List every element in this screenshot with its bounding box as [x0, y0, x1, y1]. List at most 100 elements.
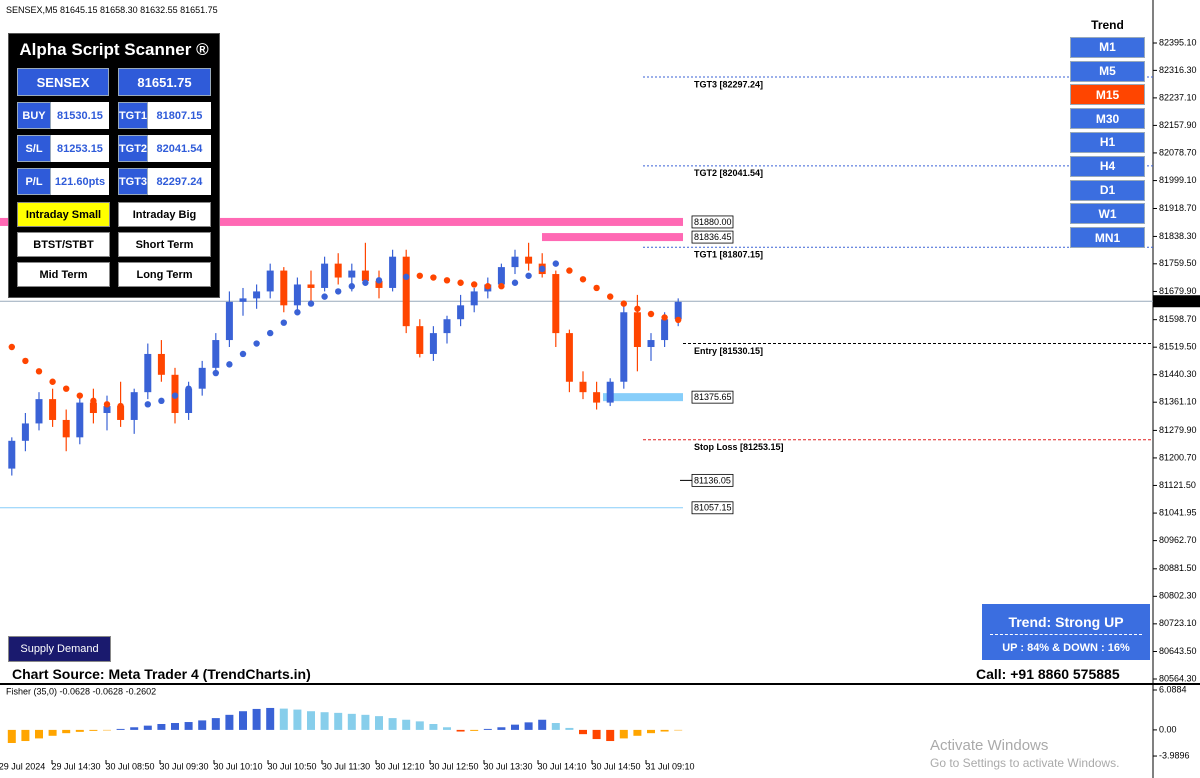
trend-dot	[253, 340, 260, 347]
timeframe-button[interactable]: M5	[1070, 60, 1145, 82]
stop-label: Stop Loss [81253.15]	[694, 442, 784, 452]
trend-title: Trend	[1070, 15, 1145, 34]
candle-body	[416, 326, 424, 354]
trend-dot	[8, 343, 15, 351]
trend-dot	[457, 279, 464, 286]
candle-body	[348, 270, 356, 278]
trend-dot	[579, 276, 587, 283]
fisher-bar	[320, 712, 329, 730]
level-label-box	[691, 390, 734, 404]
candle-body	[239, 298, 247, 302]
candle-body	[21, 423, 29, 441]
fisher-bar	[35, 729, 43, 739]
scanner-button[interactable]: BTST/STBT	[17, 232, 110, 257]
timeframe-button[interactable]: M15	[1070, 84, 1145, 106]
trend-dot	[416, 272, 423, 279]
trend-dot	[403, 273, 410, 281]
scanner-value: 81253.15	[51, 135, 109, 162]
y-tick-label: 0.00	[1159, 724, 1177, 734]
supply-demand-button[interactable]: Supply Demand	[8, 636, 111, 662]
y-tick-label: 80881.50	[1159, 563, 1197, 573]
fisher-bar	[75, 729, 84, 732]
fisher-bar	[470, 729, 479, 731]
trend-dot	[90, 397, 97, 405]
fisher-bar	[497, 727, 506, 730]
timeframe-button[interactable]: H4	[1070, 155, 1145, 177]
fisher-bar	[171, 723, 179, 730]
y-tick-label: 80643.50	[1159, 646, 1197, 656]
fisher-bar	[538, 719, 547, 730]
fisher-bar	[402, 719, 411, 730]
timeframe-button[interactable]: H1	[1070, 131, 1145, 153]
scanner-price: 81651.75	[118, 68, 211, 96]
trend-dot	[348, 283, 355, 290]
scanner-symbol: SENSEX	[17, 68, 109, 96]
candle-body	[552, 274, 560, 334]
candle-body	[103, 406, 111, 414]
trend-box: Trend: Strong UP UP : 84% & DOWN : 16%	[982, 604, 1150, 660]
trend-dot	[566, 267, 573, 274]
fisher-bar	[279, 708, 288, 730]
trend-dot	[525, 272, 532, 279]
trend-dot	[593, 284, 600, 292]
candle-body	[457, 305, 465, 320]
current-price-label: 81651.75	[1156, 296, 1194, 306]
trend-dot	[484, 283, 491, 290]
y-tick-label: 81121.50	[1159, 480, 1196, 490]
trend-dot	[280, 319, 287, 326]
timeframe-button[interactable]: M1	[1070, 36, 1145, 58]
scanner-button[interactable]: Mid Term	[17, 262, 110, 287]
x-tick-label: 30 Jul 08:50	[105, 761, 154, 771]
fisher-bar	[293, 709, 302, 730]
fisher-bar	[116, 728, 125, 730]
candle-body	[470, 291, 478, 306]
fisher-bar	[524, 722, 533, 730]
level-label: 81836.45	[694, 232, 732, 242]
target-label: TGT3 [82297.24]	[694, 79, 763, 89]
fisher-bar	[307, 711, 315, 730]
level-label: 81057.15	[694, 503, 732, 513]
candle-body	[8, 440, 16, 469]
x-tick-label: 30 Jul 12:10	[375, 761, 424, 771]
fisher-bar	[184, 722, 193, 730]
fisher-bar	[225, 714, 234, 730]
y-tick-label: 80564.30	[1159, 673, 1197, 683]
x-tick-label: 30 Jul 13:30	[483, 761, 532, 771]
candle-body	[525, 256, 533, 264]
x-tick-label: 31 Jul 09:10	[645, 761, 694, 771]
scanner-label: S/L	[17, 135, 51, 162]
timeframe-button[interactable]: W1	[1070, 203, 1145, 225]
trend-dot	[335, 288, 342, 295]
fisher-bar	[511, 724, 519, 730]
level-label-box	[691, 215, 734, 229]
trend-dot	[307, 300, 315, 307]
scanner-value: 82297.24	[148, 168, 211, 195]
x-tick-label: 29 Jul 14:30	[51, 761, 100, 771]
scanner-button[interactable]: Intraday Small	[17, 202, 110, 227]
scanner-button[interactable]: Long Term	[118, 262, 211, 287]
trend-dot	[389, 275, 396, 282]
x-tick-label: 30 Jul 11:30	[322, 761, 370, 771]
scanner-button[interactable]: Short Term	[118, 232, 211, 257]
y-tick-label: 81361.10	[1159, 397, 1197, 407]
fisher-bar	[429, 724, 438, 730]
fisher-bar	[103, 729, 111, 731]
candle-body	[76, 402, 84, 438]
candle-body	[157, 353, 165, 375]
y-tick-label: 82316.30	[1159, 65, 1197, 75]
scanner-label: TGT3	[118, 168, 148, 195]
timeframe-button[interactable]: M30	[1070, 108, 1145, 130]
timeframe-button[interactable]: MN1	[1070, 227, 1145, 249]
y-tick-label: 80723.10	[1159, 618, 1197, 628]
trend-dot	[362, 279, 369, 286]
y-tick-label: 81679.90	[1159, 286, 1197, 296]
timeframe-button[interactable]: D1	[1070, 179, 1145, 201]
level-label-box	[691, 501, 734, 515]
y-tick-label: 82395.10	[1159, 37, 1197, 47]
trend-dot	[117, 402, 124, 410]
fisher-bar	[157, 724, 166, 730]
scanner-label: TGT1	[118, 102, 148, 129]
fisher-bar	[551, 723, 560, 730]
scanner-button[interactable]: Intraday Big	[118, 202, 211, 227]
